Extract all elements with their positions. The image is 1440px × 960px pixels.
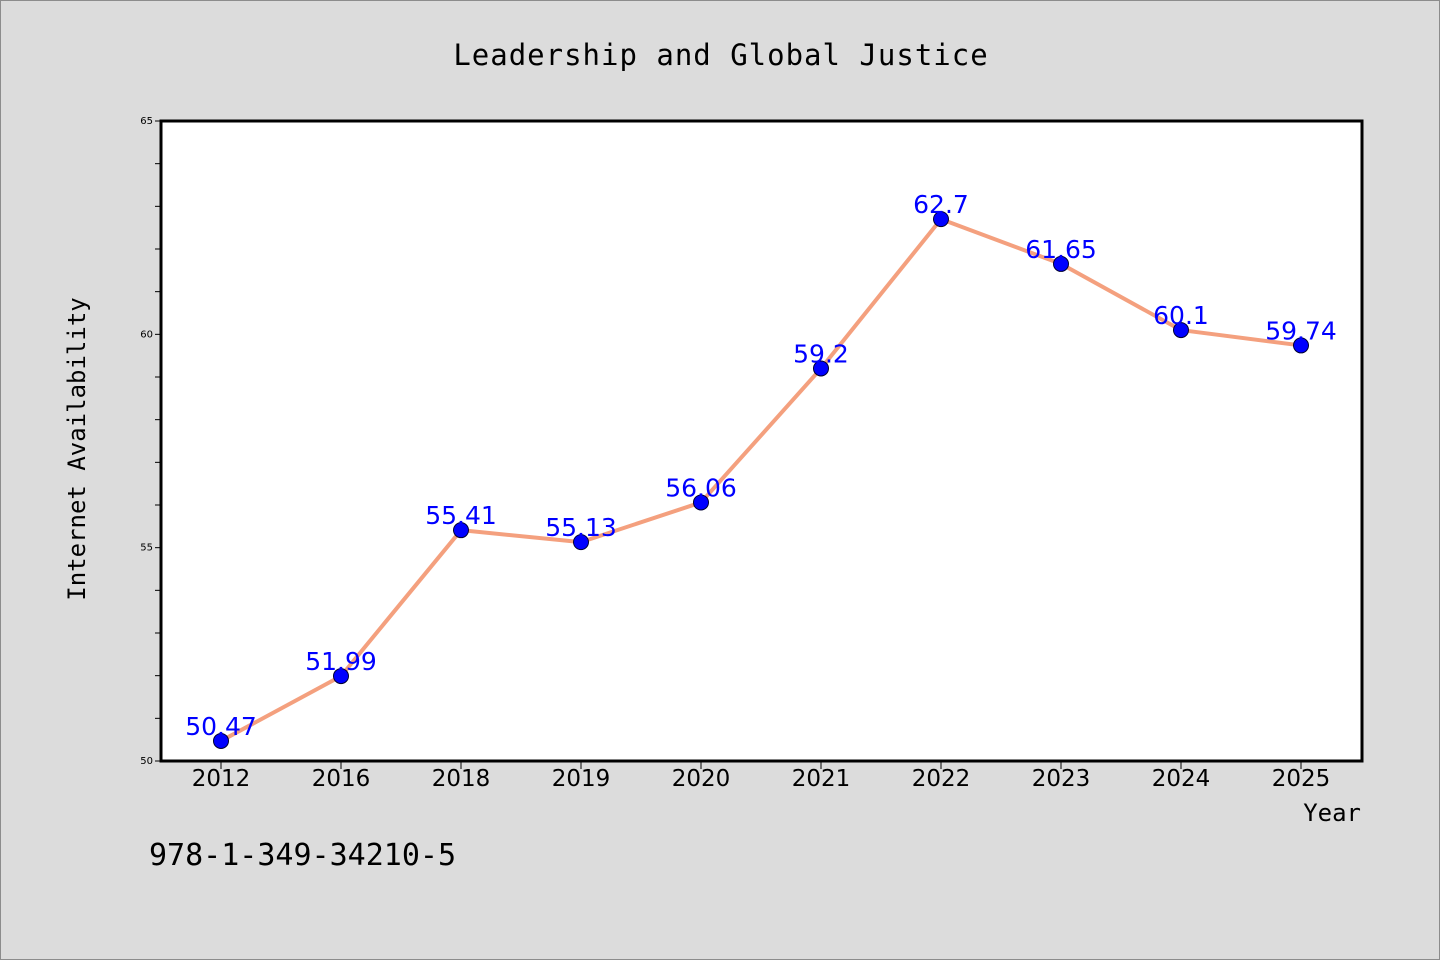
data-point xyxy=(453,522,469,539)
data-point xyxy=(1053,255,1069,272)
data-point xyxy=(573,534,589,551)
x-tick-label: 2022 xyxy=(912,766,971,792)
data-label: 59.2 xyxy=(793,339,849,368)
data-label: 56.06 xyxy=(665,473,737,502)
data-label: 59.74 xyxy=(1265,316,1337,345)
data-label-layer: 50.47 51.99 55.41 55.13 56.06 59.2 62.7 61.65 60… xyxy=(185,190,1337,741)
data-label: 62.7 xyxy=(913,190,969,219)
data-label: 60.1 xyxy=(1153,301,1209,330)
data-point xyxy=(1293,337,1309,354)
x-axis-ticks: 2012 2016 2018 2019 2020 2021 2022 2023 2024 2025 xyxy=(192,761,1331,792)
y-axis-title: Internet Availability xyxy=(63,297,91,600)
data-point xyxy=(933,211,949,228)
data-label: 50.47 xyxy=(185,712,257,741)
x-tick-label: 2012 xyxy=(192,766,251,792)
data-point xyxy=(1173,322,1189,339)
series-line xyxy=(220,217,1302,743)
x-tick-label: 2024 xyxy=(1152,766,1211,792)
x-tick-label: 2025 xyxy=(1272,766,1331,792)
data-label: 55.13 xyxy=(545,513,617,542)
isbn-footnote: 978-1-349-34210-5 xyxy=(149,838,456,873)
y-tick-label: 65 xyxy=(140,116,153,127)
x-tick-label: 2016 xyxy=(312,766,371,792)
data-label: 55.41 xyxy=(425,501,497,530)
chart-title: Leadership and Global Justice xyxy=(453,38,988,72)
data-label: 61.65 xyxy=(1025,235,1097,264)
x-tick-label: 2023 xyxy=(1032,766,1091,792)
series-layer xyxy=(213,211,1309,749)
y-tick-label: 60 xyxy=(140,329,153,340)
y-tick-label: 50 xyxy=(140,756,153,767)
data-point xyxy=(813,360,829,377)
x-tick-label: 2018 xyxy=(432,766,491,792)
x-tick-label: 2020 xyxy=(672,766,731,792)
data-point xyxy=(333,668,349,685)
y-tick-label: 55 xyxy=(140,543,153,554)
y-axis-ticks: 50 55 60 65 xyxy=(140,116,161,767)
data-point xyxy=(693,494,709,511)
x-axis-title: Year xyxy=(1303,799,1361,827)
x-tick-label: 2019 xyxy=(552,766,611,792)
data-point xyxy=(213,732,229,749)
x-tick-label: 2021 xyxy=(792,766,851,792)
data-label: 51.99 xyxy=(305,647,377,676)
